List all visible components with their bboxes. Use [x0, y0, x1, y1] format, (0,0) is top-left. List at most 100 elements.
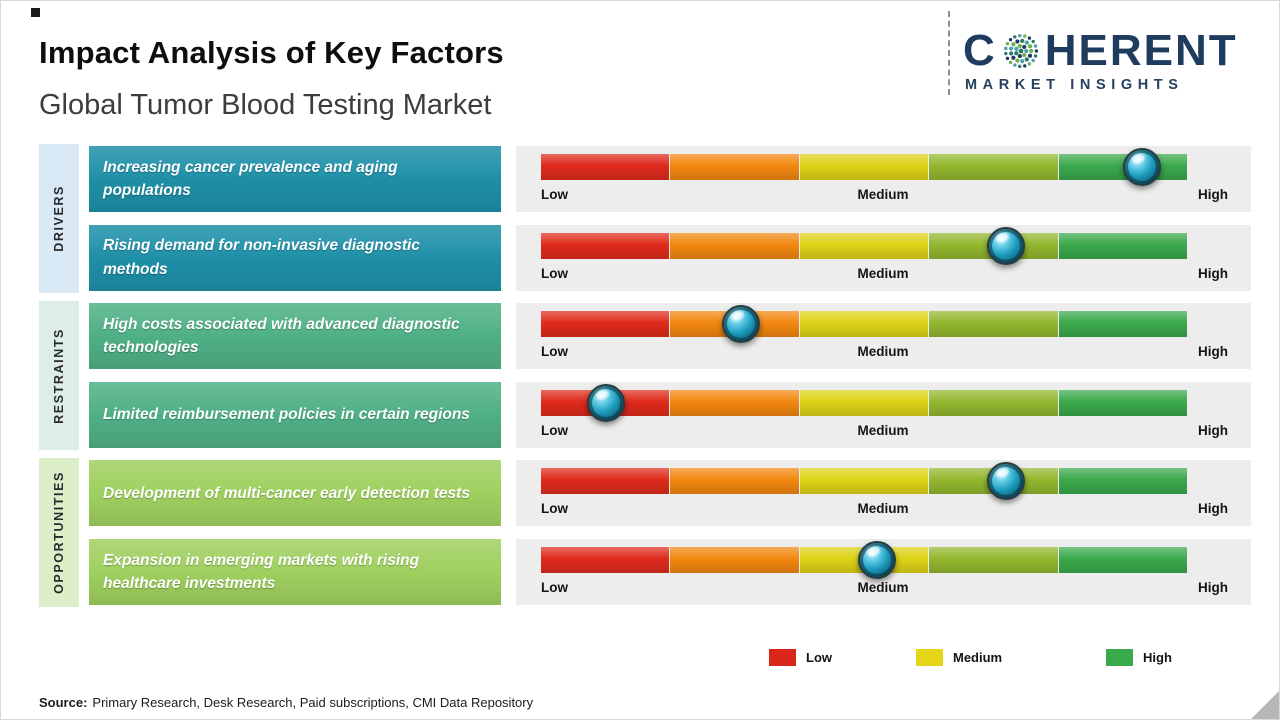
scale-labels: Low Medium High — [541, 580, 1228, 595]
scale-label-high: High — [1197, 265, 1228, 281]
bar-segment-green — [1058, 468, 1188, 495]
bar-segment-red — [541, 232, 670, 259]
bar-segment-red — [541, 547, 670, 573]
impact-marker — [1122, 148, 1161, 186]
scale-label-high: High — [1197, 422, 1228, 438]
logo-globe-icon — [1003, 33, 1038, 69]
legend-label: Medium — [953, 650, 1003, 665]
scale-label-low: Low — [541, 344, 568, 360]
scale-label-medium: Medium — [857, 422, 909, 438]
corner-decoration-top-left — [31, 8, 40, 17]
impact-marker — [722, 305, 761, 344]
impact-bar — [541, 311, 1188, 338]
legend-label: Low — [806, 650, 832, 665]
scale-labels: Low Medium High — [541, 423, 1228, 438]
scale-label-medium: Medium — [857, 344, 909, 360]
bar-segment-green — [1058, 389, 1188, 416]
impact-bar-panel: Low Medium High — [516, 539, 1251, 605]
logo-letters-rest: HERENT — [1044, 26, 1238, 75]
impact-bar-panel: Low Medium High — [516, 381, 1251, 448]
scale-label-high: High — [1197, 501, 1228, 517]
factor-label-box: Rising demand for non-invasive diagnosti… — [89, 224, 501, 291]
logo-letter-c: C — [963, 26, 997, 75]
legend-swatch — [1106, 649, 1133, 666]
legend-label: High — [1143, 650, 1172, 665]
bar-segment-yellow — [799, 389, 929, 416]
scale-label-low: Low — [541, 580, 568, 595]
impact-bar-panel: Low Medium High — [516, 460, 1251, 527]
impact-bar-panel: Low Medium High — [516, 146, 1251, 212]
factor-label: Increasing cancer prevalence and aging p… — [103, 158, 398, 199]
impact-marker — [987, 462, 1026, 501]
source-prefix: Source: — [39, 695, 88, 710]
logo-wordmark: C HERENT — [963, 29, 1265, 73]
legend-item-low: Low — [769, 649, 832, 666]
scale-label-medium: Medium — [857, 501, 909, 517]
bar-segment-orange — [670, 154, 799, 180]
legend-item-high: High — [1106, 649, 1172, 666]
bar-segment-orange — [670, 232, 799, 259]
factor-label-box: Expansion in emerging markets with risin… — [89, 539, 501, 605]
category-strip-restraints: RESTRAINTS — [39, 301, 79, 450]
scale-label-medium: Medium — [857, 265, 909, 281]
bar-segment-yellow — [799, 311, 929, 338]
bar-segment-red — [541, 154, 670, 180]
source-note: Source: Primary Research, Desk Research, … — [39, 695, 533, 710]
bar-segment-red — [541, 468, 670, 495]
scale-label-medium: Medium — [857, 187, 909, 202]
bar-segment-green — [1058, 232, 1188, 259]
scale-label-low: Low — [541, 422, 568, 438]
factor-label-box: High costs associated with advanced diag… — [89, 303, 501, 370]
scale-labels: Low Medium High — [541, 187, 1228, 202]
bar-segment-olive — [929, 154, 1058, 180]
bar-segment-yellow — [799, 154, 929, 180]
impact-marker — [586, 383, 625, 422]
impact-bar-panel: Low Medium High — [516, 303, 1251, 370]
factor-label-box: Development of multi-cancer early detect… — [89, 460, 501, 527]
bar-segment-olive — [929, 547, 1058, 573]
category-strip-opportunities: OPPORTUNITIES — [39, 458, 79, 607]
bar-segment-yellow — [799, 232, 929, 259]
scale-label-low: Low — [541, 187, 568, 202]
impact-bar — [541, 389, 1188, 416]
page-subtitle: Global Tumor Blood Testing Market — [39, 89, 492, 121]
bar-segment-orange — [670, 389, 799, 416]
scale-label-low: Low — [541, 501, 568, 517]
header-divider — [948, 11, 950, 95]
impact-bar — [541, 232, 1188, 259]
category-label: OPPORTUNITIES — [52, 471, 66, 595]
source-text: Primary Research, Desk Research, Paid su… — [92, 695, 534, 710]
bar-segment-green — [1058, 547, 1188, 573]
factor-label: Development of multi-cancer early detect… — [103, 484, 470, 502]
category-label: DRIVERS — [52, 184, 66, 252]
factor-label: Limited reimbursement policies in certai… — [103, 406, 470, 424]
bar-segment-yellow — [799, 468, 929, 495]
scale-labels: Low Medium High — [541, 501, 1228, 516]
factor-label: High costs associated with advanced diag… — [103, 315, 460, 357]
impact-marker — [987, 226, 1026, 265]
bar-segment-orange — [670, 468, 799, 495]
category-label: RESTRAINTS — [52, 327, 66, 424]
scale-label-high: High — [1197, 344, 1228, 360]
brand-logo: C HERENT MARKET INSIGHTS — [963, 29, 1265, 94]
page-title: Impact Analysis of Key Factors — [39, 35, 504, 70]
factor-label: Rising demand for non-invasive diagnosti… — [103, 237, 420, 278]
category-strip-drivers: DRIVERS — [39, 144, 79, 293]
legend-swatch — [769, 649, 796, 666]
factor-label-box: Increasing cancer prevalence and aging p… — [89, 146, 501, 212]
scale-label-medium: Medium — [857, 580, 909, 595]
bar-segment-orange — [670, 547, 799, 573]
bar-segment-green — [1058, 311, 1188, 338]
bar-segment-olive — [929, 311, 1058, 338]
legend-item-medium: Medium — [916, 649, 1002, 666]
bar-segment-red — [541, 311, 670, 338]
bar-segment-olive — [929, 389, 1058, 416]
corner-decoration-bottom-right — [1251, 691, 1279, 719]
impact-bar-panel: Low Medium High — [516, 224, 1251, 291]
impact-bar — [541, 468, 1188, 495]
impact-marker — [857, 541, 896, 579]
scale-labels: Low Medium High — [541, 344, 1228, 359]
legend-swatch — [916, 649, 943, 666]
scale-label-high: High — [1197, 187, 1228, 202]
